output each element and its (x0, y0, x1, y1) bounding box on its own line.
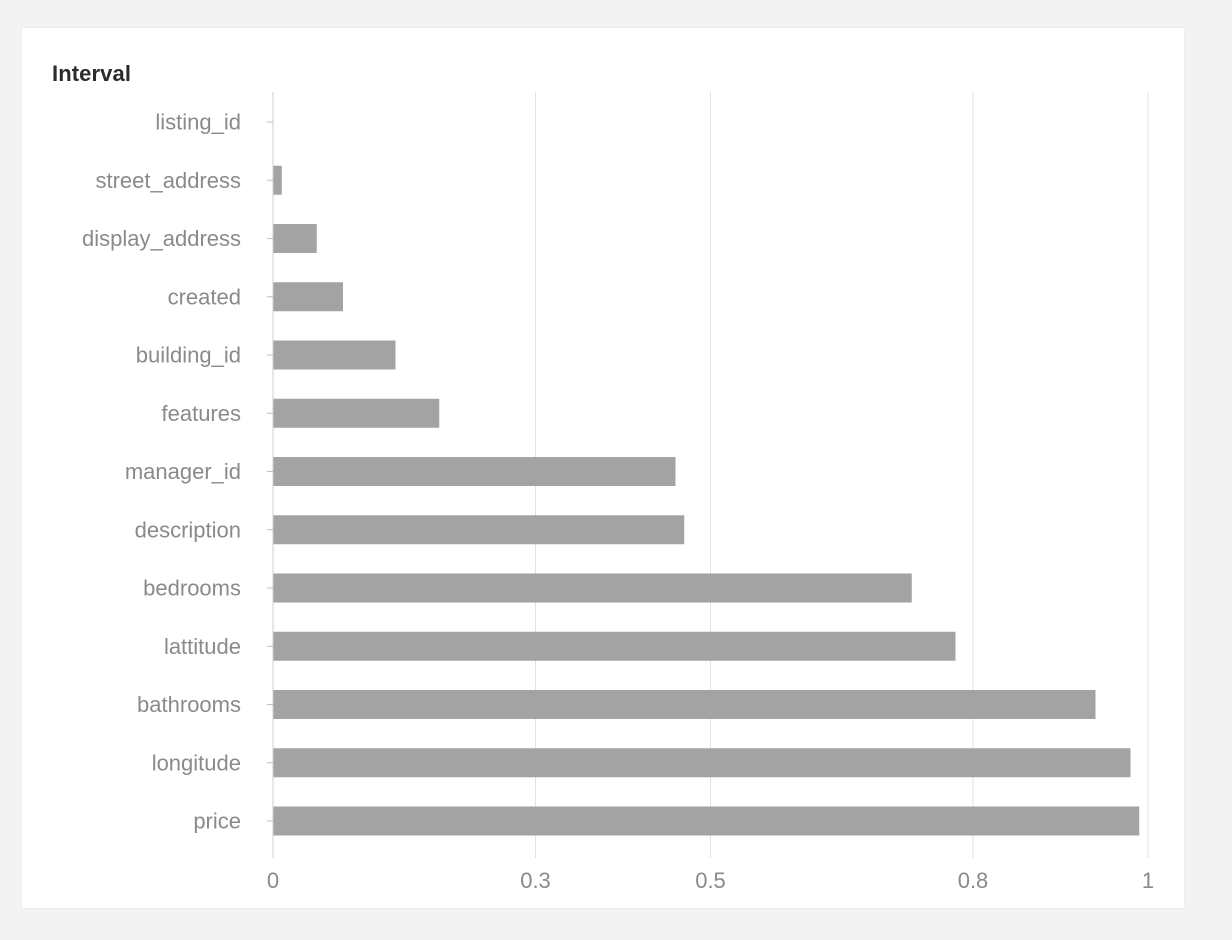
category-label: bathrooms (137, 692, 241, 717)
grid-lines (535, 92, 1149, 858)
bar (273, 573, 912, 603)
chart-card: Interval 0 0.3 0.5 0.8 1 listing_id street_add… (22, 28, 1184, 908)
category-label: building_id (136, 343, 241, 368)
x-tick-label: 1 (1142, 868, 1154, 893)
bars (273, 165, 1140, 836)
bar (273, 457, 676, 486)
category-label: display_address (82, 226, 241, 251)
category-label: lattitude (164, 634, 241, 659)
bar-chart: 0 0.3 0.5 0.8 1 listing_id street_addressdispl… (82, 92, 1154, 894)
bar (273, 515, 685, 545)
category-label: description (135, 517, 241, 542)
category-label: listing_id (155, 110, 241, 135)
bar (273, 690, 1096, 719)
bar (273, 631, 956, 661)
x-tick-label: 0.3 (520, 868, 551, 893)
bar (273, 340, 396, 370)
category-label: created (168, 284, 241, 309)
chart-title: Interval (52, 61, 132, 86)
category-label: bedrooms (143, 576, 241, 601)
axes (267, 92, 274, 858)
x-tick-label: 0 (267, 868, 279, 893)
bar (273, 398, 440, 428)
category-label: price (193, 809, 241, 834)
bar (273, 165, 282, 195)
x-tick-label: 0.5 (695, 868, 726, 893)
category-label: street_address (95, 168, 241, 193)
category-label: features (162, 401, 242, 426)
bar (273, 806, 1140, 836)
category-label: longitude (152, 750, 241, 775)
x-tick-label: 0.8 (958, 868, 989, 893)
bar (273, 282, 343, 312)
bar (273, 224, 317, 253)
bar (273, 748, 1131, 778)
labels: 0 0.3 0.5 0.8 1 listing_id street_addressdispl… (82, 110, 1154, 894)
category-label: manager_id (125, 459, 241, 484)
